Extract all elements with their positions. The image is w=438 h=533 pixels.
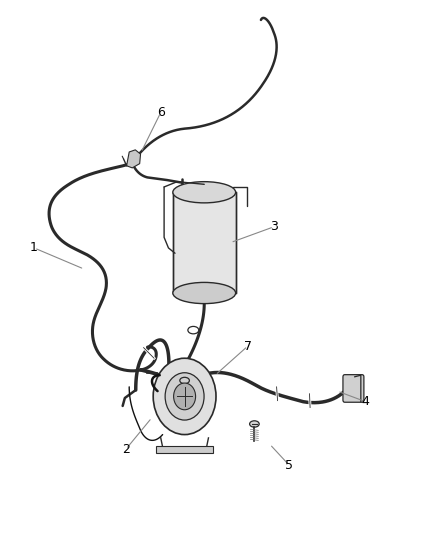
Circle shape [153, 358, 215, 434]
Circle shape [173, 383, 195, 410]
Text: 4: 4 [361, 395, 369, 408]
Ellipse shape [173, 182, 235, 203]
Text: 7: 7 [243, 340, 251, 352]
Text: 2: 2 [121, 443, 129, 456]
FancyBboxPatch shape [342, 375, 363, 402]
Text: 3: 3 [269, 220, 277, 233]
Circle shape [165, 373, 204, 420]
FancyBboxPatch shape [173, 192, 235, 293]
Polygon shape [126, 150, 140, 168]
Polygon shape [156, 446, 212, 453]
Ellipse shape [249, 421, 258, 427]
Text: 1: 1 [30, 241, 38, 254]
Ellipse shape [173, 282, 235, 304]
Text: 5: 5 [285, 459, 293, 472]
Text: 6: 6 [156, 106, 164, 119]
